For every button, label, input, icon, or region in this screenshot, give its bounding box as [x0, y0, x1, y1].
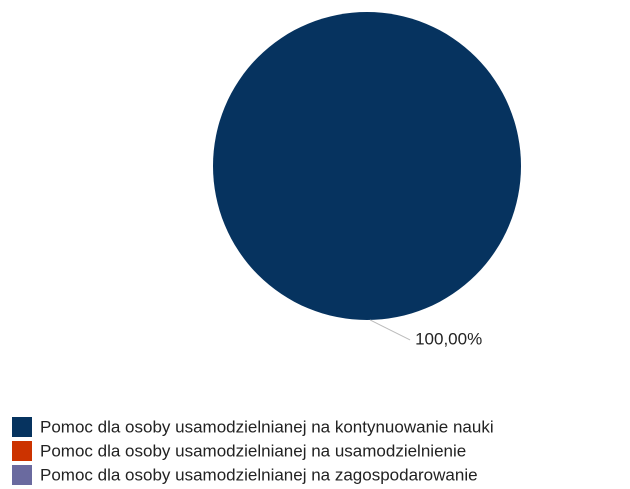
legend-swatch — [12, 441, 32, 461]
legend-swatch — [12, 417, 32, 437]
legend-label: Pomoc dla osoby usamodzielnianej na kont… — [40, 417, 494, 436]
data-label: 100,00% — [415, 329, 482, 348]
legend-label: Pomoc dla osoby usamodzielnianej na zago… — [40, 465, 478, 484]
pie-slice — [213, 12, 521, 320]
legend-swatch — [12, 465, 32, 485]
legend-label: Pomoc dla osoby usamodzielnianej na usam… — [40, 441, 466, 460]
leader-line — [369, 319, 411, 341]
